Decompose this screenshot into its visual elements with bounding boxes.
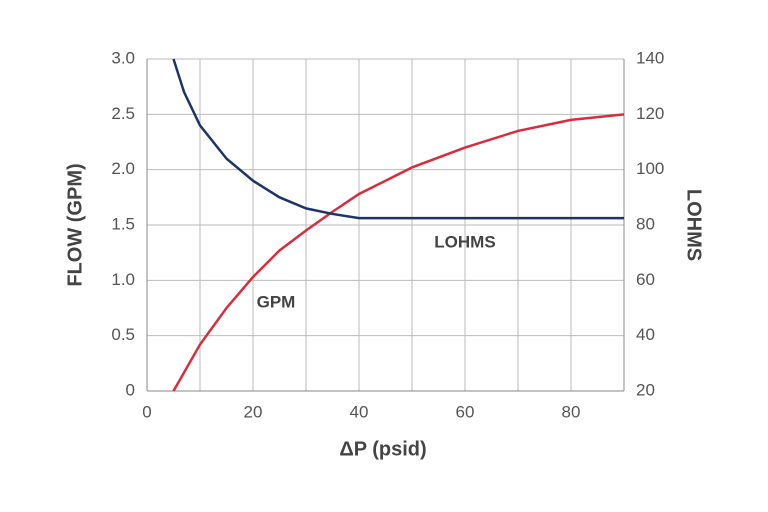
y-tick-label: 1.0 bbox=[111, 270, 135, 289]
y-axis-title: FLOW (GPM) bbox=[64, 163, 86, 286]
y2-tick-label: 60 bbox=[636, 270, 655, 289]
y-tick-label: 0 bbox=[126, 380, 135, 399]
y2-tick-label: 140 bbox=[636, 48, 664, 67]
y-tick-label: 2.5 bbox=[111, 104, 135, 123]
y2-tick-label: 80 bbox=[636, 214, 655, 233]
series-label: GPM bbox=[257, 292, 296, 311]
x-axis-title: ΔP (psid) bbox=[339, 438, 426, 460]
x-tick-label: 0 bbox=[142, 402, 151, 421]
y-tick-label: 3.0 bbox=[111, 48, 135, 67]
y-tick-label: 0.5 bbox=[111, 325, 135, 344]
x-tick-label: 80 bbox=[562, 402, 581, 421]
y2-tick-label: 20 bbox=[636, 380, 655, 399]
y-tick-label: 2.0 bbox=[111, 159, 135, 178]
x-tick-label: 40 bbox=[350, 402, 369, 421]
x-tick-label: 20 bbox=[244, 402, 263, 421]
series-line bbox=[172, 113, 625, 392]
x-tick-label: 60 bbox=[456, 402, 475, 421]
y2-tick-label: 40 bbox=[636, 325, 655, 344]
series-line bbox=[172, 58, 624, 220]
series-label: LOHMS bbox=[434, 232, 495, 251]
y2-tick-label: 100 bbox=[636, 159, 664, 178]
y2-tick-label: 120 bbox=[636, 104, 664, 123]
y2-axis-title: LOHMS bbox=[683, 189, 705, 261]
y-tick-label: 1.5 bbox=[111, 214, 135, 233]
